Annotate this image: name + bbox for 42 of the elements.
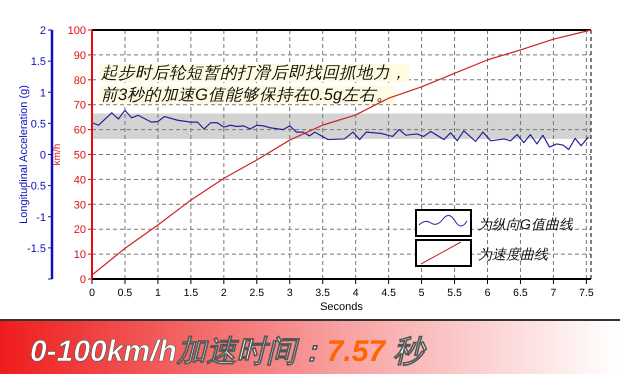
x-tick-label: 5 <box>418 287 425 299</box>
y2-tick-label: -1 <box>36 212 46 224</box>
x-tick-label: 1.5 <box>184 287 198 299</box>
x-tick-label: 5.5 <box>447 287 462 299</box>
x-tick-label: 2.5 <box>249 287 264 299</box>
x-tick-label: 3 <box>286 287 293 299</box>
x-axis-title: Seconds <box>320 301 364 313</box>
x-tick-label: 1 <box>154 287 161 299</box>
y-tick-label: 50 <box>74 150 86 162</box>
y2-tick-label: 1 <box>40 87 46 100</box>
annotation: 前3秒的加速G值能够保持在0.5g左右。 <box>99 86 396 104</box>
legend-label: 为纵向G值曲线 <box>478 216 574 232</box>
y2-tick-label: 1.5 <box>30 56 46 68</box>
y-tick-label: 70 <box>74 100 86 112</box>
y-axis-title: km/h <box>52 144 63 166</box>
x-tick-label: 6 <box>484 287 491 299</box>
y-tick-label: 10 <box>74 249 86 262</box>
x-tick-label: 7.5 <box>579 287 594 299</box>
y-tick-label: 20 <box>74 224 86 236</box>
x-tick-label: 0 <box>89 287 96 299</box>
y-tick-label: 40 <box>74 174 86 186</box>
y2-tick-label: -0.5 <box>27 180 46 193</box>
y2-tick-label: 0 <box>40 150 46 162</box>
x-tick-label: 6.5 <box>513 287 528 299</box>
y-tick-label: 60 <box>74 124 86 137</box>
y2-tick-label: 0.5 <box>30 118 46 130</box>
y-tick-label: 30 <box>74 199 86 212</box>
y2-tick-label: -1.5 <box>27 242 46 255</box>
x-tick-label: 7 <box>550 287 557 299</box>
y-tick-label: 80 <box>74 74 86 87</box>
x-tick-label: 4 <box>352 287 359 299</box>
y-tick-label: 0 <box>80 274 86 286</box>
annotation: 起步时后轮短暂的打滑后即找回抓地力， <box>99 64 409 82</box>
text: 0-100km/h加速时间：7.57 秒 <box>30 335 428 368</box>
legend-label: 为速度曲线 <box>478 246 549 262</box>
x-tick-label: 2 <box>220 287 227 299</box>
x-tick-label: 3.5 <box>315 287 330 299</box>
y-tick-label: 100 <box>68 25 86 37</box>
y2-tick-label: 2 <box>40 25 46 37</box>
x-tick-label: 4.5 <box>381 287 396 299</box>
x-tick-label: 0.5 <box>118 287 132 299</box>
y-tick-label: 90 <box>74 50 86 62</box>
